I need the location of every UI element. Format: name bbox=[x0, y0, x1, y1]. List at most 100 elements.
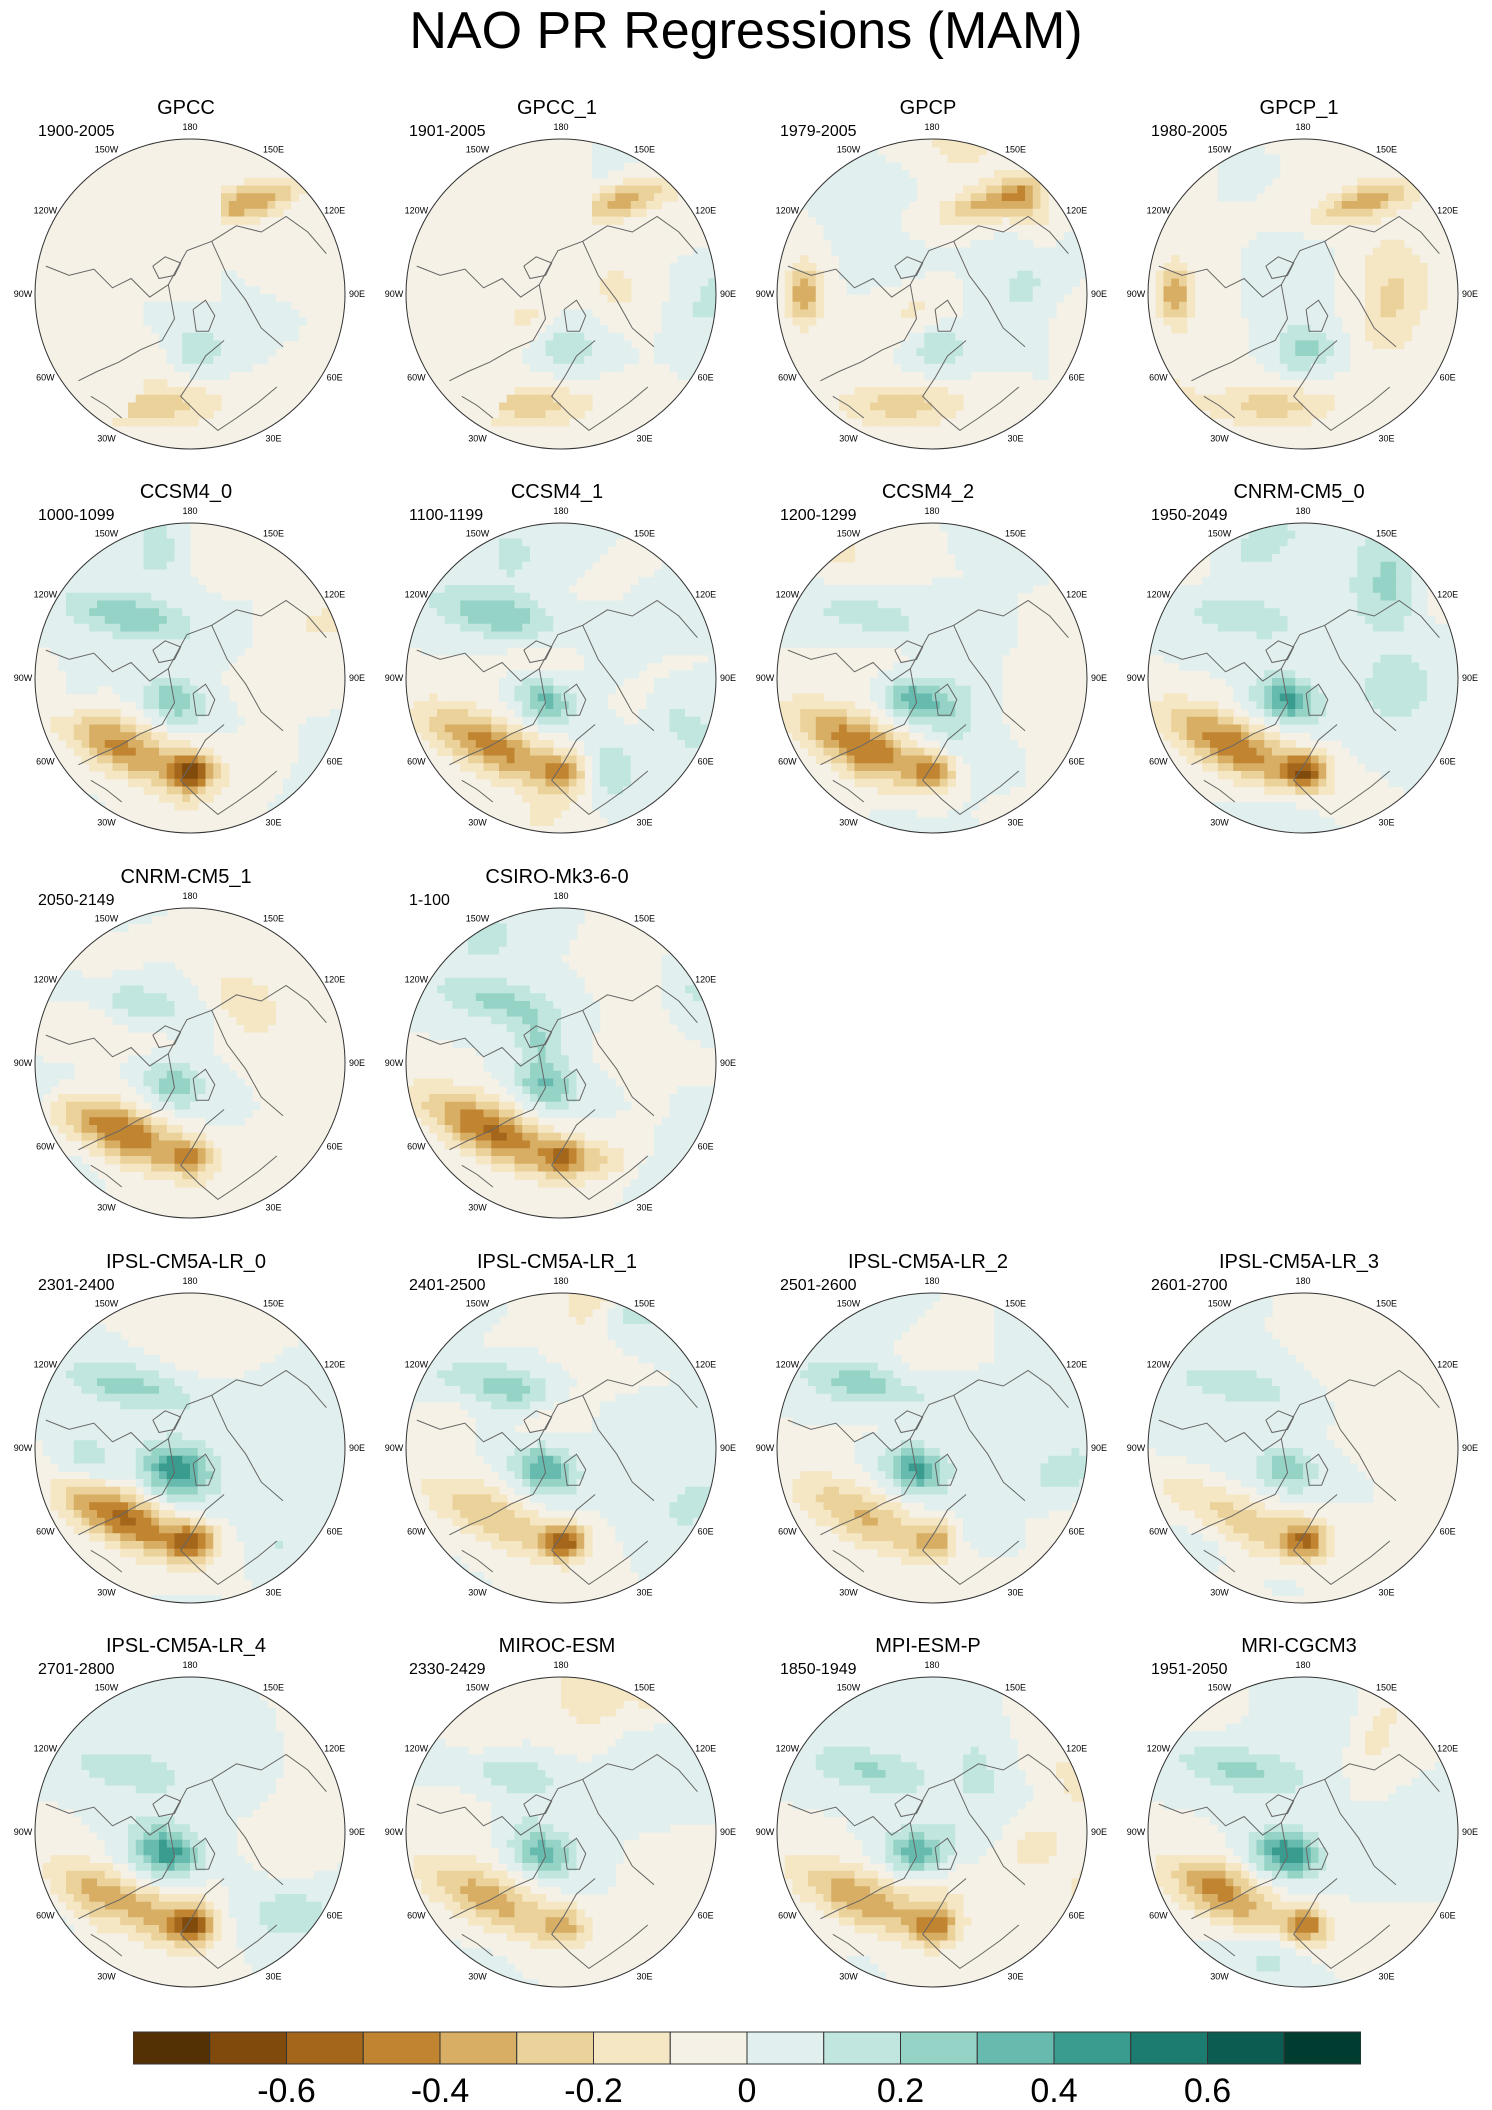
field-cell bbox=[267, 317, 276, 326]
field-cell bbox=[1040, 363, 1049, 373]
field-cell bbox=[228, 709, 238, 718]
field-cell bbox=[1326, 286, 1335, 295]
field-cell bbox=[784, 616, 794, 625]
field-cell bbox=[1248, 325, 1258, 334]
field-cell bbox=[1365, 255, 1374, 264]
field-cell bbox=[553, 363, 562, 373]
field-cell bbox=[197, 693, 207, 702]
field-cell bbox=[939, 255, 949, 264]
field-cell bbox=[483, 631, 492, 640]
field-cell bbox=[877, 394, 887, 404]
field-cell bbox=[128, 402, 137, 411]
field-cell bbox=[576, 402, 585, 411]
field-cell bbox=[429, 732, 438, 741]
field-cell bbox=[939, 208, 949, 218]
map-boundary bbox=[776, 522, 1088, 834]
field-cell bbox=[877, 755, 887, 764]
field-cell bbox=[823, 201, 832, 210]
field-cell bbox=[1241, 270, 1250, 280]
field-cell bbox=[846, 170, 856, 179]
field-cell bbox=[112, 616, 121, 625]
field-cell bbox=[808, 585, 817, 594]
field-cell bbox=[1411, 623, 1420, 633]
field-cell bbox=[831, 554, 840, 563]
field-cell bbox=[831, 208, 840, 218]
field-cell bbox=[1179, 286, 1188, 295]
field-cell bbox=[1001, 325, 1011, 334]
field-cell bbox=[661, 786, 671, 795]
field-cell bbox=[1388, 201, 1397, 210]
field-cell bbox=[994, 678, 1003, 687]
field-cell bbox=[955, 561, 964, 571]
field-cell bbox=[444, 639, 454, 648]
field-cell bbox=[1248, 154, 1258, 163]
field-cell bbox=[661, 794, 671, 803]
field-cell bbox=[452, 623, 461, 633]
field-cell bbox=[553, 747, 562, 757]
field-cell bbox=[1009, 170, 1018, 179]
field-cell bbox=[530, 410, 539, 419]
field-cell bbox=[939, 394, 949, 404]
field-cell bbox=[506, 623, 516, 633]
field-cell bbox=[1256, 177, 1265, 187]
field-cell bbox=[654, 716, 663, 726]
field-cell bbox=[259, 340, 269, 349]
field-cell bbox=[283, 185, 292, 194]
field-cell bbox=[1210, 410, 1219, 419]
field-cell bbox=[994, 701, 1003, 710]
field-cell bbox=[986, 631, 995, 640]
field-cell bbox=[483, 616, 492, 625]
field-cell bbox=[174, 309, 183, 318]
longitude-label: 150W bbox=[837, 144, 861, 154]
field-cell bbox=[1303, 585, 1312, 594]
field-cell bbox=[1017, 193, 1026, 202]
field-cell bbox=[994, 270, 1003, 280]
field-cell bbox=[182, 654, 191, 664]
field-cell bbox=[924, 654, 933, 664]
field-cell bbox=[1225, 177, 1234, 187]
field-cell bbox=[135, 554, 145, 563]
field-cell bbox=[1396, 270, 1405, 280]
field-cell bbox=[677, 317, 686, 326]
field-cell bbox=[599, 763, 609, 772]
field-cell bbox=[646, 732, 655, 741]
field-cell bbox=[205, 647, 214, 656]
field-cell bbox=[205, 763, 214, 772]
field-cell bbox=[1017, 208, 1026, 218]
field-cell bbox=[1318, 600, 1327, 609]
field-cell bbox=[545, 561, 554, 571]
field-cell bbox=[978, 208, 987, 218]
field-cell bbox=[846, 216, 856, 225]
field-cell bbox=[970, 794, 980, 803]
field-cell bbox=[1326, 193, 1335, 202]
field-cell bbox=[197, 363, 207, 373]
field-cell bbox=[166, 394, 176, 404]
field-cell bbox=[846, 763, 856, 772]
field-cell bbox=[970, 817, 980, 826]
field-cell bbox=[267, 177, 276, 187]
field-cell bbox=[89, 577, 98, 586]
field-cell bbox=[166, 709, 176, 718]
field-cell bbox=[939, 410, 949, 419]
field-cell bbox=[870, 162, 879, 171]
field-cell bbox=[1217, 600, 1227, 609]
field-cell bbox=[491, 569, 500, 578]
field-cell bbox=[213, 654, 222, 664]
field-cell bbox=[1318, 247, 1327, 256]
field-cell bbox=[584, 523, 593, 532]
field-cell bbox=[630, 608, 640, 617]
field-cell bbox=[1318, 608, 1327, 617]
field-cell bbox=[916, 747, 925, 757]
field-cell bbox=[1349, 193, 1358, 202]
field-cell bbox=[283, 201, 292, 210]
field-cell bbox=[182, 317, 191, 326]
field-cell bbox=[677, 371, 686, 380]
field-cell bbox=[1357, 585, 1366, 594]
field-cell bbox=[1171, 387, 1180, 396]
field-cell bbox=[190, 418, 199, 427]
field-cell bbox=[677, 585, 686, 594]
field-cell bbox=[862, 394, 871, 404]
field-cell bbox=[916, 608, 925, 617]
coastline bbox=[90, 395, 123, 419]
field-cell bbox=[1063, 232, 1073, 241]
